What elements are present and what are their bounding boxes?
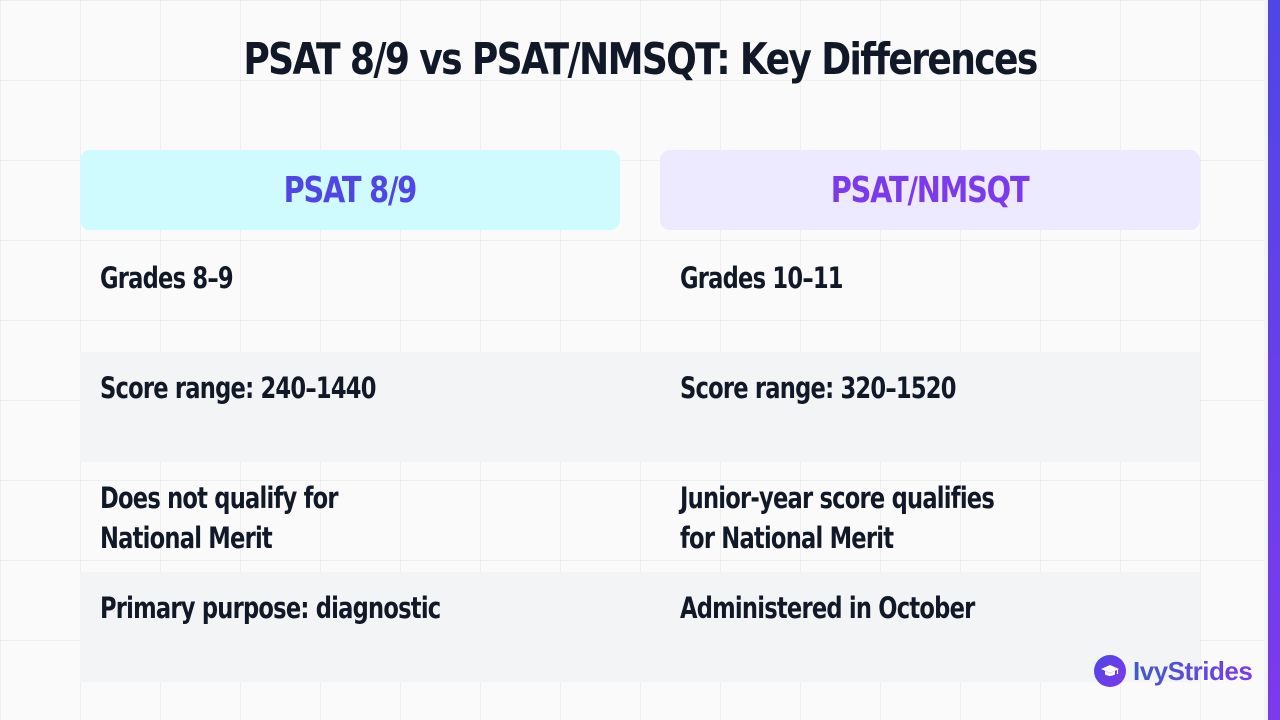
row-cell-left: Primary purpose: diagnostic	[100, 591, 441, 625]
graduation-cap-icon	[1094, 655, 1126, 687]
row-cell-right: Administered in October	[680, 591, 975, 625]
comparison-row-score-range: Score range: 240–1440 Score range: 320–1…	[80, 352, 1200, 462]
column-header-label: PSAT/NMSQT	[831, 169, 1030, 211]
row-cell-right: Junior-year score qualifies for National…	[680, 481, 995, 555]
row-cell-right: Score range: 320–1520	[680, 371, 956, 405]
column-header-psat-8-9: PSAT 8/9	[80, 150, 620, 230]
brand-name: IvyStrides	[1133, 655, 1253, 686]
row-cell-right: Grades 10–11	[680, 261, 844, 295]
comparison-row-purpose: Primary purpose: diagnostic Administered…	[80, 572, 1200, 682]
column-header-label: PSAT 8/9	[283, 169, 418, 211]
comparison-row-national-merit: Does not qualify for National Merit Juni…	[80, 462, 1200, 572]
comparison-row-grades: Grades 8–9 Grades 10–11	[80, 242, 1200, 352]
column-header-psat-nmsqt: PSAT/NMSQT	[660, 150, 1200, 230]
page-title: PSAT 8/9 vs PSAT/NMSQT: Key Differences	[243, 34, 1038, 85]
brand-logo: IvyStrides	[1094, 655, 1253, 687]
row-cell-left: Score range: 240–1440	[100, 371, 376, 405]
accent-bar	[1264, 0, 1280, 720]
row-cell-left: Does not qualify for National Merit	[100, 481, 339, 555]
row-cell-left: Grades 8–9	[100, 261, 234, 295]
